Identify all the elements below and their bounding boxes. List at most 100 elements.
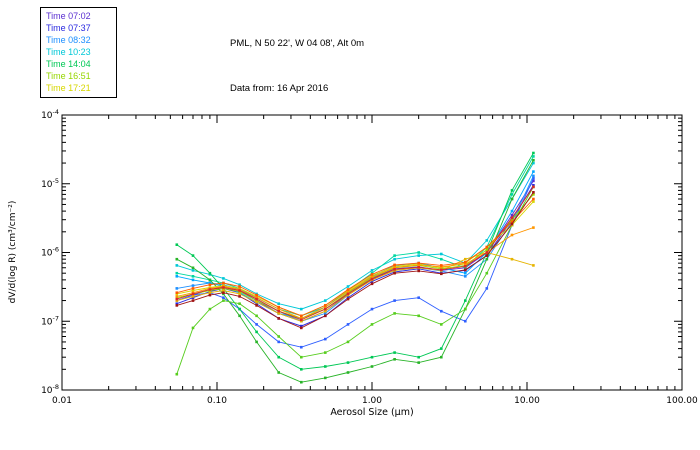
data-point-marker xyxy=(346,361,350,364)
data-point-marker xyxy=(191,299,195,302)
series-time-08-32 xyxy=(175,174,535,323)
data-point-marker xyxy=(175,257,179,261)
data-point-marker xyxy=(300,318,303,322)
data-point-marker xyxy=(277,307,280,311)
data-point-marker xyxy=(370,282,374,286)
x-tick-label: 0.10 xyxy=(207,396,227,406)
data-point-marker xyxy=(277,335,280,338)
data-point-marker xyxy=(238,283,241,286)
data-point-marker xyxy=(300,326,303,330)
data-point-marker xyxy=(255,323,258,326)
data-point-marker xyxy=(393,266,396,269)
data-point-marker xyxy=(440,272,443,276)
data-point-marker xyxy=(440,252,443,256)
data-point-marker xyxy=(238,314,241,318)
data-point-marker xyxy=(191,254,195,257)
data-point-marker xyxy=(277,312,280,315)
data-point-marker xyxy=(440,347,443,350)
data-point-marker xyxy=(277,302,280,305)
data-point-marker xyxy=(532,170,535,173)
series-line-8 xyxy=(175,158,535,384)
data-point-marker xyxy=(440,323,443,326)
data-point-marker xyxy=(532,155,535,158)
data-point-marker xyxy=(532,158,535,162)
data-point-marker xyxy=(255,330,258,334)
data-point-marker xyxy=(510,216,514,220)
x-tick-label: 0.01 xyxy=(52,396,72,406)
x-tick-label: 10.00 xyxy=(514,396,540,406)
data-point-marker xyxy=(277,305,280,309)
legend-item: Time 14:04 xyxy=(46,59,91,69)
data-point-marker xyxy=(393,254,396,257)
data-point-marker xyxy=(393,299,396,302)
data-point-marker xyxy=(532,177,535,180)
data-point-marker xyxy=(485,257,489,261)
data-point-marker xyxy=(324,351,327,354)
data-point-marker xyxy=(485,287,489,290)
data-point-marker xyxy=(324,376,327,380)
data-point-marker xyxy=(324,312,327,315)
data-point-marker xyxy=(324,307,327,311)
data-point-marker xyxy=(510,220,514,224)
data-point-marker xyxy=(208,307,212,311)
data-point-marker xyxy=(222,299,225,302)
data-point-marker xyxy=(238,307,241,311)
data-point-marker xyxy=(440,257,443,261)
data-point-marker xyxy=(510,209,514,213)
data-point-marker xyxy=(440,309,443,313)
data-point-marker xyxy=(393,312,396,315)
data-point-marker xyxy=(277,340,280,344)
data-point-marker xyxy=(346,288,350,291)
data-point-marker xyxy=(222,291,225,294)
data-point-marker xyxy=(191,266,195,270)
data-point-marker xyxy=(324,365,327,368)
series-line-9 xyxy=(175,185,535,376)
data-point-marker xyxy=(370,355,374,359)
data-point-marker xyxy=(191,275,195,278)
data-point-marker xyxy=(277,317,280,320)
data-point-marker xyxy=(175,295,179,298)
data-point-marker xyxy=(300,355,303,359)
data-point-marker xyxy=(510,189,514,192)
data-point-marker xyxy=(346,371,350,374)
series-time-14-04 xyxy=(175,151,535,371)
data-point-marker xyxy=(255,300,258,304)
data-point-marker xyxy=(532,174,535,178)
data-point-marker xyxy=(175,302,179,305)
y-tick-label: 10-7 xyxy=(41,314,59,327)
data-point-marker xyxy=(222,289,225,292)
data-point-marker xyxy=(346,340,350,344)
data-point-marker xyxy=(175,372,179,376)
series-line-14 xyxy=(175,197,535,318)
data-point-marker xyxy=(324,337,327,341)
data-point-marker xyxy=(393,263,396,267)
data-point-marker xyxy=(370,275,374,279)
data-point-marker xyxy=(175,291,179,294)
data-point-marker xyxy=(238,292,241,296)
data-point-marker xyxy=(208,283,212,286)
x-axis-label: Aerosol Size (μm) xyxy=(330,407,414,418)
legend-item: Time 10:23 xyxy=(46,47,91,57)
series-line-15 xyxy=(175,185,535,322)
data-point-marker xyxy=(255,293,258,297)
data-point-marker xyxy=(346,296,350,299)
data-point-marker xyxy=(393,268,396,271)
data-point-marker xyxy=(300,307,303,311)
data-point-marker xyxy=(485,239,489,242)
data-point-marker xyxy=(510,197,514,201)
data-point-marker xyxy=(324,314,327,318)
x-tick-label: 1.00 xyxy=(362,396,382,406)
data-point-marker xyxy=(464,261,467,264)
data-point-marker xyxy=(324,304,327,307)
data-point-marker xyxy=(464,275,467,278)
data-point-marker xyxy=(238,295,241,298)
data-point-marker xyxy=(324,309,327,313)
data-point-marker xyxy=(417,314,420,318)
legend-item: Time 17:21 xyxy=(46,83,91,93)
data-point-marker xyxy=(417,251,420,254)
data-point-marker xyxy=(346,285,350,288)
data-point-marker xyxy=(393,257,396,261)
data-point-marker xyxy=(324,299,327,302)
data-point-marker xyxy=(510,233,514,237)
